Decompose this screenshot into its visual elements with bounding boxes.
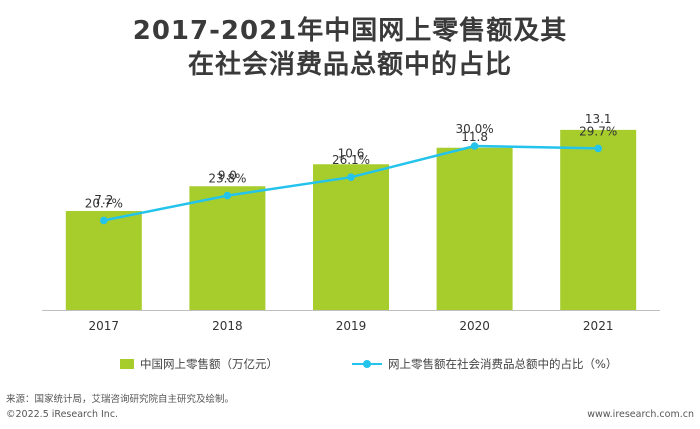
- legend-item-line: 网上零售额在社会消费品总额中的占比（%）: [352, 356, 617, 372]
- share-point: [470, 142, 479, 150]
- bar-value-label: 9.0: [218, 168, 237, 182]
- legend-label-bar: 中国网上零售额（万亿元）: [140, 357, 278, 371]
- chart-title-line-2: 在社会消费品总额中的占比: [187, 50, 512, 80]
- share-value-label: 23.8%: [208, 172, 246, 186]
- share-point: [100, 216, 108, 225]
- share-value-label: 26.1%: [332, 153, 370, 167]
- bar-value-label: 7.2: [94, 193, 113, 207]
- x-tick-label: 2018: [212, 319, 243, 333]
- chart-title-line-1: 2017-2021年中国网上零售额及其: [132, 16, 568, 46]
- bar-value-label: 13.1: [585, 112, 612, 126]
- x-tick-label: 2019: [336, 319, 367, 333]
- share-value-label: 30.0%: [456, 122, 494, 136]
- share-point: [347, 173, 355, 181]
- share-value-label: 20.7%: [85, 196, 123, 210]
- bar: [313, 164, 389, 310]
- legend-item-bar: 中国网上零售额（万亿元）: [120, 356, 278, 372]
- bar: [436, 147, 513, 310]
- share-point: [223, 191, 232, 200]
- source-note: 来源：国家统计局，艾瑞咨询研究院自主研究及绘制。: [6, 394, 235, 405]
- legend-bar-swatch: [120, 359, 134, 369]
- bar: [560, 129, 637, 310]
- share-point: [594, 144, 602, 153]
- bar-value-label: 10.6: [338, 146, 365, 160]
- x-tick-label: 2021: [583, 319, 614, 333]
- copyright-footer: ©2022.5 iResearch Inc.: [6, 409, 119, 420]
- legend-label-line: 网上零售额在社会消费品总额中的占比（%）: [388, 357, 618, 371]
- share-value-label: 29.7%: [579, 124, 617, 138]
- bar: [65, 211, 142, 310]
- bar-value-label: 11.8: [461, 130, 488, 144]
- legend-line-swatch: [352, 358, 382, 370]
- website-footer: www.iresearch.com.cn: [587, 409, 694, 420]
- bar: [189, 186, 266, 310]
- x-tick-label: 2020: [459, 319, 490, 333]
- x-tick-label: 2017: [89, 319, 120, 333]
